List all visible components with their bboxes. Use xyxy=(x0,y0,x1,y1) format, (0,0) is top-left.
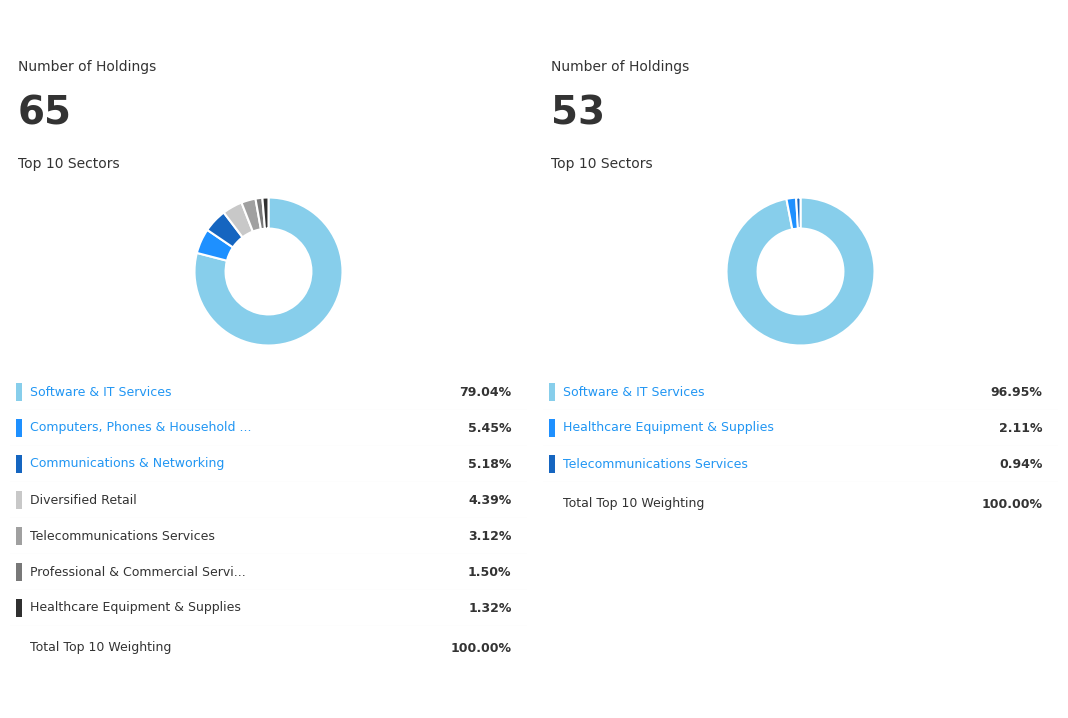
Wedge shape xyxy=(726,197,875,345)
Bar xyxy=(16,563,22,581)
Bar xyxy=(16,455,22,473)
Bar xyxy=(549,419,555,437)
Wedge shape xyxy=(197,230,233,261)
Wedge shape xyxy=(796,197,801,228)
Wedge shape xyxy=(194,197,343,345)
Text: 0.94%: 0.94% xyxy=(1000,457,1042,470)
Text: Diversified Retail: Diversified Retail xyxy=(30,493,137,506)
Text: 5.18%: 5.18% xyxy=(468,457,512,470)
Text: Top 10 Sectors: Top 10 Sectors xyxy=(551,157,653,171)
Text: Number of Holdings: Number of Holdings xyxy=(551,60,689,74)
Bar xyxy=(549,383,555,401)
Wedge shape xyxy=(263,197,268,229)
Wedge shape xyxy=(786,197,798,229)
Bar xyxy=(16,599,22,617)
Text: Software & IT Services: Software & IT Services xyxy=(563,386,704,398)
Text: 3.12%: 3.12% xyxy=(468,529,512,543)
Text: Computers, Phones & Household ...: Computers, Phones & Household ... xyxy=(30,421,251,434)
Wedge shape xyxy=(224,202,253,238)
Text: Telecommunications Services: Telecommunications Services xyxy=(30,529,215,543)
Text: 5.45%: 5.45% xyxy=(468,421,512,434)
Text: Professional & Commercial Servi...: Professional & Commercial Servi... xyxy=(30,566,246,579)
Wedge shape xyxy=(255,197,265,229)
Text: 4.39%: 4.39% xyxy=(468,493,512,506)
Text: 53: 53 xyxy=(551,95,604,133)
Text: 1.50%: 1.50% xyxy=(468,566,512,579)
Text: Telecommunications Services: Telecommunications Services xyxy=(563,457,748,470)
Text: 96.95%: 96.95% xyxy=(991,386,1042,398)
Text: Communications & Networking: Communications & Networking xyxy=(30,457,224,470)
Bar xyxy=(549,455,555,473)
Text: Top 10 Sectors: Top 10 Sectors xyxy=(18,157,120,171)
Text: Total Top 10 Weighting: Total Top 10 Weighting xyxy=(30,641,171,655)
Bar xyxy=(16,527,22,545)
Text: Total Top 10 Weighting: Total Top 10 Weighting xyxy=(563,498,704,510)
Text: 1.32%: 1.32% xyxy=(468,602,512,615)
Text: Healthcare Equipment & Supplies: Healthcare Equipment & Supplies xyxy=(30,602,240,615)
Text: 100.00%: 100.00% xyxy=(451,641,512,655)
Text: Healthcare Equipment & Supplies: Healthcare Equipment & Supplies xyxy=(563,421,773,434)
Text: 79.04%: 79.04% xyxy=(459,386,512,398)
Bar xyxy=(16,419,22,437)
Text: Number of Holdings: Number of Holdings xyxy=(18,60,156,74)
Text: Software & IT Services: Software & IT Services xyxy=(30,386,171,398)
Text: 2.11%: 2.11% xyxy=(999,421,1042,434)
Text: SKYY vs WCLD Portfolio: SKYY vs WCLD Portfolio xyxy=(13,9,293,29)
Bar xyxy=(16,491,22,509)
Wedge shape xyxy=(207,213,242,248)
Text: 65: 65 xyxy=(18,95,72,133)
Wedge shape xyxy=(241,199,261,231)
Text: 100.00%: 100.00% xyxy=(981,498,1042,510)
Bar xyxy=(16,383,22,401)
